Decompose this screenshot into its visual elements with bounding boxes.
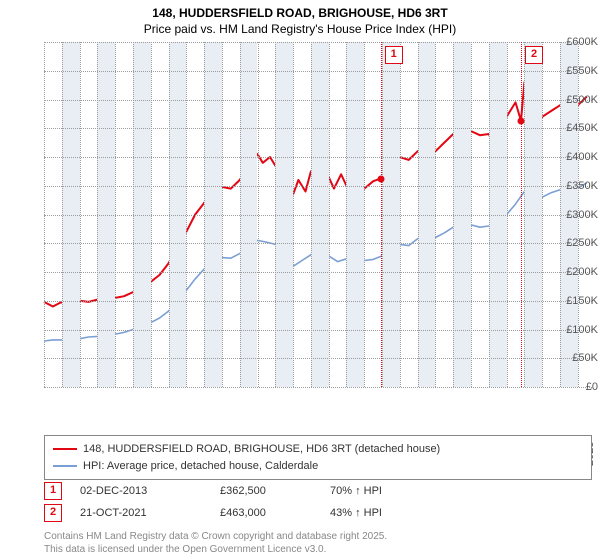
legend-swatch-hpi: [53, 465, 77, 467]
attribution: Contains HM Land Registry data © Crown c…: [44, 531, 387, 556]
sales-hpi-2: 43% ↑ HPI: [330, 507, 382, 519]
legend-label-price: 148, HUDDERSFIELD ROAD, BRIGHOUSE, HD6 3…: [83, 441, 440, 458]
sales-price-1: £362,500: [220, 485, 330, 497]
attribution-line2: This data is licensed under the Open Gov…: [44, 544, 387, 557]
attribution-line1: Contains HM Land Registry data © Crown c…: [44, 531, 387, 544]
y-tick-label: £300K: [558, 209, 600, 221]
y-tick-label: £450K: [558, 122, 600, 134]
marker-badge: 1: [385, 46, 403, 64]
y-tick-label: £500K: [558, 94, 600, 106]
y-tick-label: £550K: [558, 65, 600, 77]
sales-badge-1: 1: [44, 482, 62, 500]
sales-table: 1 02-DEC-2013 £362,500 70% ↑ HPI 2 21-OC…: [44, 480, 592, 524]
y-tick-label: £400K: [558, 151, 600, 163]
plot-area: 12: [44, 42, 592, 387]
sales-hpi-1: 70% ↑ HPI: [330, 485, 382, 497]
y-tick-label: £350K: [558, 180, 600, 192]
y-tick-label: £600K: [558, 36, 600, 48]
marker-badge: 2: [525, 46, 543, 64]
sales-row-1: 1 02-DEC-2013 £362,500 70% ↑ HPI: [44, 480, 592, 502]
chart-title-line2: Price paid vs. HM Land Registry's House …: [0, 22, 600, 36]
sales-date-1: 02-DEC-2013: [80, 485, 220, 497]
y-tick-label: £200K: [558, 266, 600, 278]
legend-swatch-price: [53, 448, 77, 450]
sales-price-2: £463,000: [220, 507, 330, 519]
sales-date-2: 21-OCT-2021: [80, 507, 220, 519]
y-tick-label: £0: [558, 381, 600, 393]
y-tick-label: £150K: [558, 295, 600, 307]
y-tick-label: £100K: [558, 324, 600, 336]
sales-row-2: 2 21-OCT-2021 £463,000 43% ↑ HPI: [44, 502, 592, 524]
legend-row-price: 148, HUDDERSFIELD ROAD, BRIGHOUSE, HD6 3…: [53, 441, 583, 458]
legend-label-hpi: HPI: Average price, detached house, Cald…: [83, 458, 318, 475]
chart-container: 148, HUDDERSFIELD ROAD, BRIGHOUSE, HD6 3…: [0, 0, 600, 560]
y-tick-label: £250K: [558, 237, 600, 249]
chart-area: 12 £0£50K£100K£150K£200K£250K£300K£350K£…: [0, 38, 600, 430]
sales-badge-2: 2: [44, 504, 62, 522]
y-tick-label: £50K: [558, 352, 600, 364]
legend-row-hpi: HPI: Average price, detached house, Cald…: [53, 458, 583, 475]
chart-title-line1: 148, HUDDERSFIELD ROAD, BRIGHOUSE, HD6 3…: [0, 0, 600, 22]
legend-box: 148, HUDDERSFIELD ROAD, BRIGHOUSE, HD6 3…: [44, 435, 592, 480]
